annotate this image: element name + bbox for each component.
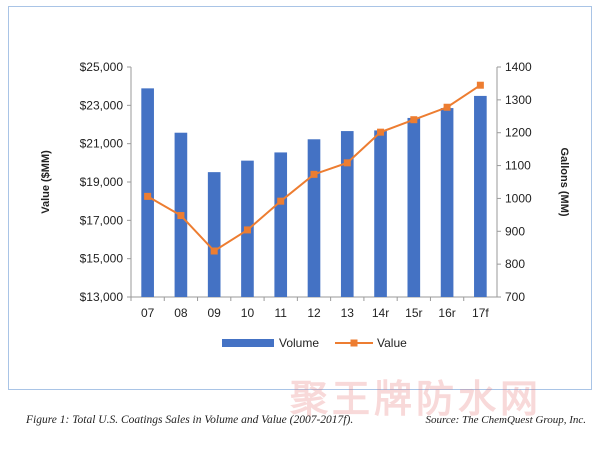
legend-volume-label: Volume xyxy=(279,336,319,350)
value-point xyxy=(343,159,351,167)
chart-svg: $13,000 $15,000 $17,000 $19,000 $21,000 $23,0… xyxy=(40,60,570,350)
volume-bar xyxy=(274,152,288,297)
y-left-tick-label: $23,000 xyxy=(80,98,124,112)
y-left-tick-label: $19,000 xyxy=(80,175,124,189)
volume-bar xyxy=(207,172,221,297)
y-right-tick-label: 800 xyxy=(505,257,525,271)
value-point xyxy=(243,226,251,234)
y-right-tick-label: 700 xyxy=(505,290,525,304)
value-point xyxy=(277,197,285,205)
value-point xyxy=(144,192,152,200)
volume-bar xyxy=(141,88,154,297)
legend-value-marker xyxy=(350,339,358,347)
x-tick-label: 16r xyxy=(438,306,455,320)
x-tick-label: 10 xyxy=(241,306,255,320)
x-tick-label: 14r xyxy=(372,306,389,320)
x-tick-label: 11 xyxy=(274,306,287,320)
value-point xyxy=(410,116,418,124)
legend-value-label: Value xyxy=(377,336,407,350)
chart-frame: $13,000 $15,000 $17,000 $19,000 $21,000 $23,0… xyxy=(8,6,592,390)
y-left-tick-label: $13,000 xyxy=(80,290,124,304)
volume-bar xyxy=(307,139,321,297)
legend-volume-swatch xyxy=(222,339,274,347)
y-left-tick-label: $17,000 xyxy=(80,213,124,227)
value-point xyxy=(377,128,385,136)
y-right-tick-label: 1400 xyxy=(505,60,532,74)
x-tick-label: 09 xyxy=(208,306,222,320)
value-point xyxy=(443,103,451,111)
y-right-tick-label: 900 xyxy=(505,224,525,238)
y-left-tick-label: $15,000 xyxy=(80,252,124,266)
y-left-axis-title: Value ($MM) xyxy=(40,150,52,214)
x-tick-label: 17f xyxy=(472,306,489,320)
x-tick-label: 08 xyxy=(174,306,188,320)
figure-source: Source: The ChemQuest Group, Inc. xyxy=(425,414,587,426)
x-tick-label: 15r xyxy=(405,306,422,320)
volume-bar xyxy=(374,130,387,297)
y-right-axis-title: Gallons (MM) xyxy=(558,147,570,216)
value-point xyxy=(210,247,218,255)
volume-bar xyxy=(340,131,354,297)
y-right-tick-label: 1100 xyxy=(505,159,531,173)
value-point xyxy=(177,212,185,220)
volume-bar xyxy=(407,117,421,297)
x-tick-label: 07 xyxy=(141,306,155,320)
y-left-tick-label: $25,000 xyxy=(80,60,124,74)
watermark: 聚王牌防水网 xyxy=(290,377,543,421)
volume-bar xyxy=(440,108,454,297)
value-point xyxy=(310,170,318,178)
figure-caption: Figure 1: Total U.S. Coatings Sales in V… xyxy=(26,414,354,426)
y-right-tick-label: 1200 xyxy=(505,126,532,140)
volume-bar xyxy=(474,95,487,298)
y-left-tick-label: $21,000 xyxy=(80,137,124,151)
y-right-tick-label: 1300 xyxy=(505,93,532,107)
x-tick-label: 12 xyxy=(307,306,321,320)
x-tick-label: 13 xyxy=(341,306,355,320)
y-right-tick-label: 1000 xyxy=(505,191,532,205)
value-point xyxy=(476,81,484,89)
